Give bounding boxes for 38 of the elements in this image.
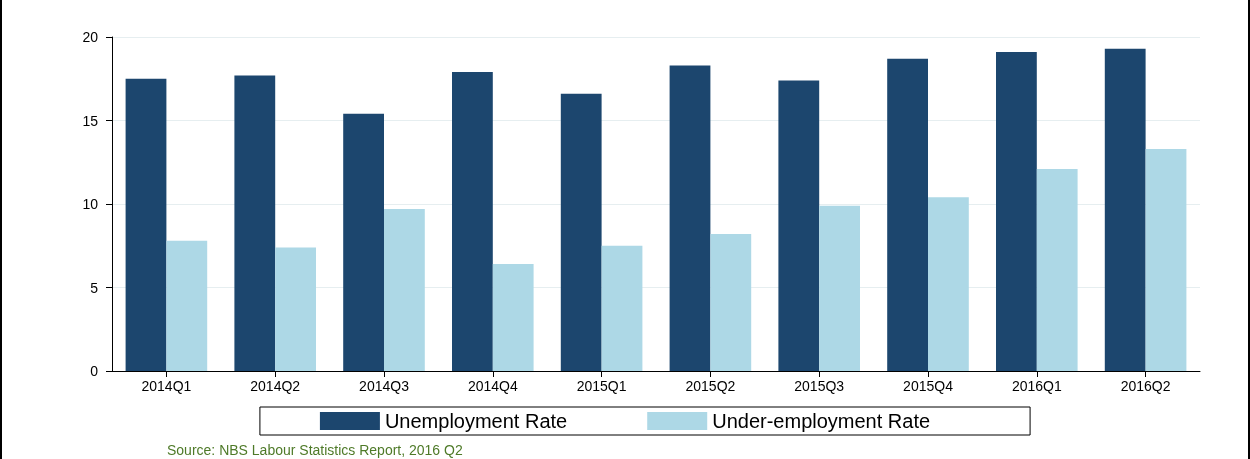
bar <box>601 245 643 371</box>
bar <box>234 75 276 371</box>
bar <box>560 93 602 371</box>
x-tick-label: 2016Q1 <box>1011 378 1062 394</box>
y-tick-label: 5 <box>90 279 99 296</box>
bar <box>669 65 711 371</box>
x-tick-label: 2016Q2 <box>1120 378 1171 394</box>
y-tick-label: 15 <box>82 112 99 129</box>
bar <box>887 58 928 371</box>
legend-label: Under-employment Rate <box>712 410 931 432</box>
x-tick-label: 2015Q1 <box>576 378 627 394</box>
legend-label: Unemployment Rate <box>384 410 568 432</box>
bar <box>1145 148 1187 371</box>
x-tick-label: 2015Q4 <box>903 378 954 394</box>
y-tick-label: 20 <box>82 29 99 45</box>
bar <box>275 247 316 371</box>
bar <box>384 209 425 371</box>
bar <box>928 197 969 371</box>
x-tick-label: 2015Q2 <box>685 378 736 394</box>
y-tick-label: 10 <box>82 196 99 212</box>
bar <box>996 52 1037 371</box>
bar <box>452 72 493 371</box>
bar <box>819 205 860 371</box>
bar <box>778 80 820 371</box>
bar <box>166 240 208 371</box>
bar <box>125 78 167 371</box>
y-tick-label: 0 <box>90 363 99 379</box>
bar <box>492 264 534 371</box>
x-tick-label: 2014Q4 <box>467 378 518 394</box>
bar <box>1104 48 1146 371</box>
x-tick-label: 2014Q1 <box>141 378 192 394</box>
bar <box>343 113 384 371</box>
bar <box>710 234 752 371</box>
source-note: Source: NBS Labour Statistics Report, 2016 Q2 <box>167 442 463 458</box>
x-tick-label: 2014Q3 <box>359 378 410 394</box>
bar <box>1036 168 1078 371</box>
x-tick-label: 2014Q2 <box>250 378 301 394</box>
x-tick-label: 2015Q3 <box>794 378 845 394</box>
